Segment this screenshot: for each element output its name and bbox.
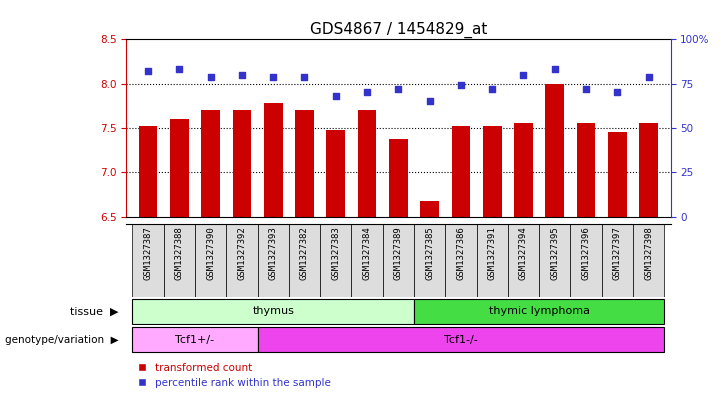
Text: GSM1327392: GSM1327392 [237,227,247,280]
Point [643,73,655,80]
Text: GSM1327394: GSM1327394 [519,227,528,280]
Bar [570,224,602,297]
Text: GSM1327389: GSM1327389 [394,227,403,280]
Bar [577,123,596,217]
Bar [133,299,414,324]
Bar [201,110,220,217]
Text: thymic lymphoma: thymic lymphoma [489,306,590,316]
Bar [257,224,289,297]
Point [487,86,498,92]
Point [611,89,623,95]
Point [424,98,435,105]
Text: genotype/variation  ▶: genotype/variation ▶ [5,334,119,345]
Text: GSM1327390: GSM1327390 [206,227,215,280]
Bar [264,103,283,217]
Text: GSM1327383: GSM1327383 [331,227,340,280]
Text: GSM1327385: GSM1327385 [425,227,434,280]
Bar [545,84,564,217]
Bar [420,202,439,217]
Legend: transformed count, percentile rank within the sample: transformed count, percentile rank withi… [131,363,331,388]
Bar [170,119,189,217]
Text: GSM1327384: GSM1327384 [363,227,371,280]
Bar [602,224,633,297]
Bar [514,123,533,217]
Bar [320,224,351,297]
Text: GSM1327393: GSM1327393 [269,227,278,280]
Text: GSM1327396: GSM1327396 [582,227,590,280]
Bar [164,224,195,297]
Bar [257,327,664,352]
Bar [633,224,664,297]
Bar [327,130,345,217]
Bar [133,224,164,297]
Bar [640,123,658,217]
Bar [608,132,627,217]
Point [518,72,529,78]
Point [549,66,560,73]
Point [236,72,248,78]
Text: thymus: thymus [252,306,294,316]
Text: Tcf1+/-: Tcf1+/- [175,334,215,345]
Bar [389,139,408,217]
Bar [451,126,470,217]
Point [330,93,342,99]
Bar [233,110,252,217]
Bar [289,224,320,297]
Bar [351,224,383,297]
Text: GSM1327387: GSM1327387 [143,227,153,280]
Point [361,89,373,95]
Bar [133,327,257,352]
Bar [226,224,257,297]
Bar [477,224,508,297]
Text: GSM1327395: GSM1327395 [550,227,559,280]
Point [267,73,279,80]
Bar [138,126,157,217]
Bar [358,110,376,217]
Point [455,82,466,88]
Bar [539,224,570,297]
Point [142,68,154,74]
Text: GSM1327397: GSM1327397 [613,227,622,280]
Bar [508,224,539,297]
Text: GSM1327386: GSM1327386 [456,227,466,280]
Point [580,86,592,92]
Bar [295,110,314,217]
Text: GSM1327388: GSM1327388 [175,227,184,280]
Bar [414,299,664,324]
Point [392,86,404,92]
Point [298,73,310,80]
Bar [446,224,477,297]
Bar [414,224,446,297]
Bar [383,224,414,297]
Bar [195,224,226,297]
Title: GDS4867 / 1454829_at: GDS4867 / 1454829_at [309,22,487,38]
Text: Tcf1-/-: Tcf1-/- [444,334,478,345]
Text: tissue  ▶: tissue ▶ [71,306,119,316]
Text: GSM1327391: GSM1327391 [487,227,497,280]
Point [205,73,216,80]
Text: GSM1327382: GSM1327382 [300,227,309,280]
Point [174,66,185,73]
Bar [483,126,502,217]
Text: GSM1327398: GSM1327398 [644,227,653,280]
